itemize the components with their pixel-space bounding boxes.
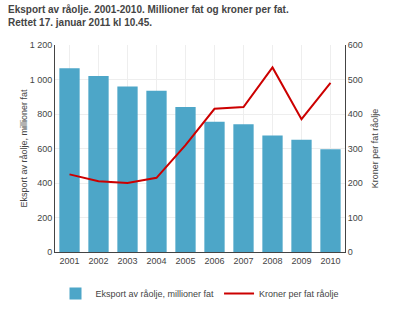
svg-text:Eksport av råolje, millioner f: Eksport av råolje, millioner fat (96, 289, 215, 299)
svg-text:2001: 2001 (59, 256, 79, 266)
svg-text:2008: 2008 (262, 256, 282, 266)
svg-text:2009: 2009 (291, 256, 311, 266)
svg-text:1 200: 1 200 (30, 40, 53, 50)
svg-text:2010: 2010 (320, 256, 340, 266)
svg-text:1 000: 1 000 (30, 75, 53, 85)
svg-text:400: 400 (348, 109, 363, 119)
svg-text:600: 600 (37, 144, 52, 154)
svg-text:Kroner per fat råolje: Kroner per fat råolje (259, 289, 339, 299)
svg-text:0: 0 (47, 247, 52, 257)
svg-text:2002: 2002 (88, 256, 108, 266)
svg-text:600: 600 (348, 40, 363, 50)
svg-text:200: 200 (37, 213, 52, 223)
svg-text:100: 100 (348, 213, 363, 223)
svg-text:2005: 2005 (175, 256, 195, 266)
svg-text:2004: 2004 (146, 256, 166, 266)
svg-text:2003: 2003 (117, 256, 137, 266)
svg-text:Eksport av råolje. 2001-2010.: Eksport av råolje. 2001-2010. Millioner … (8, 4, 289, 28)
svg-text:2006: 2006 (204, 256, 224, 266)
svg-text:200: 200 (348, 178, 363, 188)
svg-text:Eksport av råolje, millioner f: Eksport av råolje, millioner fat (19, 89, 29, 208)
svg-text:300: 300 (348, 144, 363, 154)
svg-text:Kroner per fat råolje: Kroner per fat råolje (370, 109, 380, 189)
svg-text:0: 0 (348, 247, 353, 257)
svg-text:500: 500 (348, 75, 363, 85)
svg-text:2007: 2007 (233, 256, 253, 266)
svg-text:800: 800 (37, 109, 52, 119)
svg-text:400: 400 (37, 178, 52, 188)
